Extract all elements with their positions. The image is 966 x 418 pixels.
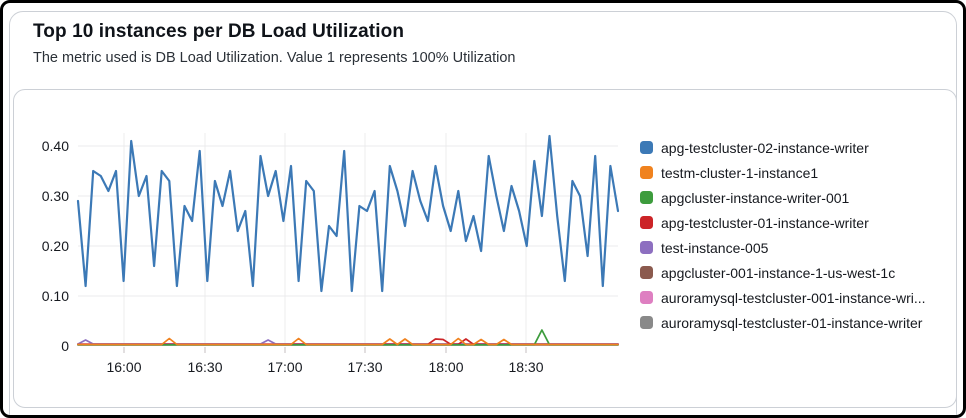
legend-item[interactable]: testm-cluster-1-instance1 <box>640 160 926 185</box>
legend-swatch-icon <box>640 141 653 154</box>
page-subtitle: The metric used is DB Load Utilization. … <box>33 50 516 66</box>
legend-item[interactable]: apgcluster-001-instance-1-us-west-1c <box>640 260 926 285</box>
widget-header: Top 10 instances per DB Load Utilization… <box>33 21 933 66</box>
series-lines <box>76 134 620 346</box>
legend-swatch-icon <box>640 291 653 304</box>
legend-item[interactable]: apg-testcluster-01-instance-writer <box>640 210 926 235</box>
x-tick-label: 17:00 <box>267 359 302 375</box>
chart-svg[interactable]: 0 0.10 0.20 0.30 0.40 16:00 16:30 17:00 17:30 18:… <box>3 3 966 418</box>
legend-item[interactable]: apgcluster-instance-writer-001 <box>640 185 926 210</box>
y-tick-label: 0.10 <box>42 288 69 304</box>
legend-label: test-instance-005 <box>661 239 769 256</box>
chart-legend: apg-testcluster-02-instance-writer testm-… <box>640 135 926 335</box>
x-tick-label: 18:00 <box>428 359 463 375</box>
series-line <box>77 329 619 346</box>
legend-swatch-icon <box>640 191 653 204</box>
page-title: Top 10 instances per DB Load Utilization <box>33 21 405 42</box>
x-tick-label: 16:00 <box>106 359 141 375</box>
legend-swatch-icon <box>640 316 653 329</box>
x-tick-label: 18:30 <box>508 359 543 375</box>
legend-swatch-icon <box>640 166 653 179</box>
legend-swatch-icon <box>640 266 653 279</box>
legend-item[interactable]: auroramysql-testcluster-001-instance-wri… <box>640 285 926 310</box>
legend-label: testm-cluster-1-instance1 <box>661 164 819 181</box>
y-tick-label: 0 <box>61 338 69 354</box>
legend-label: apg-testcluster-02-instance-writer <box>661 139 869 156</box>
y-tick-label: 0.20 <box>42 238 69 254</box>
x-tick-label: 16:30 <box>187 359 222 375</box>
y-tick-label: 0.40 <box>42 138 69 154</box>
legend-item[interactable]: apg-testcluster-02-instance-writer <box>640 135 926 160</box>
gridlines <box>78 133 618 346</box>
legend-label: apg-testcluster-01-instance-writer <box>661 214 869 231</box>
axis-labels: 0 0.10 0.20 0.30 0.40 16:00 16:30 17:00 17:30 18:… <box>42 138 544 375</box>
legend-item[interactable]: auroramysql-testcluster-01-instance-writ… <box>640 310 926 335</box>
chart-panel <box>13 89 957 408</box>
legend-label: apgcluster-instance-writer-001 <box>661 189 850 206</box>
series-line <box>76 134 620 293</box>
x-tick-label: 17:30 <box>347 359 382 375</box>
legend-swatch-icon <box>640 241 653 254</box>
legend-label: auroramysql-testcluster-001-instance-wri… <box>661 289 926 306</box>
series-line <box>77 337 619 346</box>
legend-label: auroramysql-testcluster-01-instance-writ… <box>661 314 923 331</box>
y-tick-label: 0.30 <box>42 188 69 204</box>
axis-ticks <box>123 347 527 353</box>
legend-label: apgcluster-001-instance-1-us-west-1c <box>661 264 896 281</box>
legend-item[interactable]: test-instance-005 <box>640 235 926 260</box>
legend-swatch-icon <box>640 216 653 229</box>
